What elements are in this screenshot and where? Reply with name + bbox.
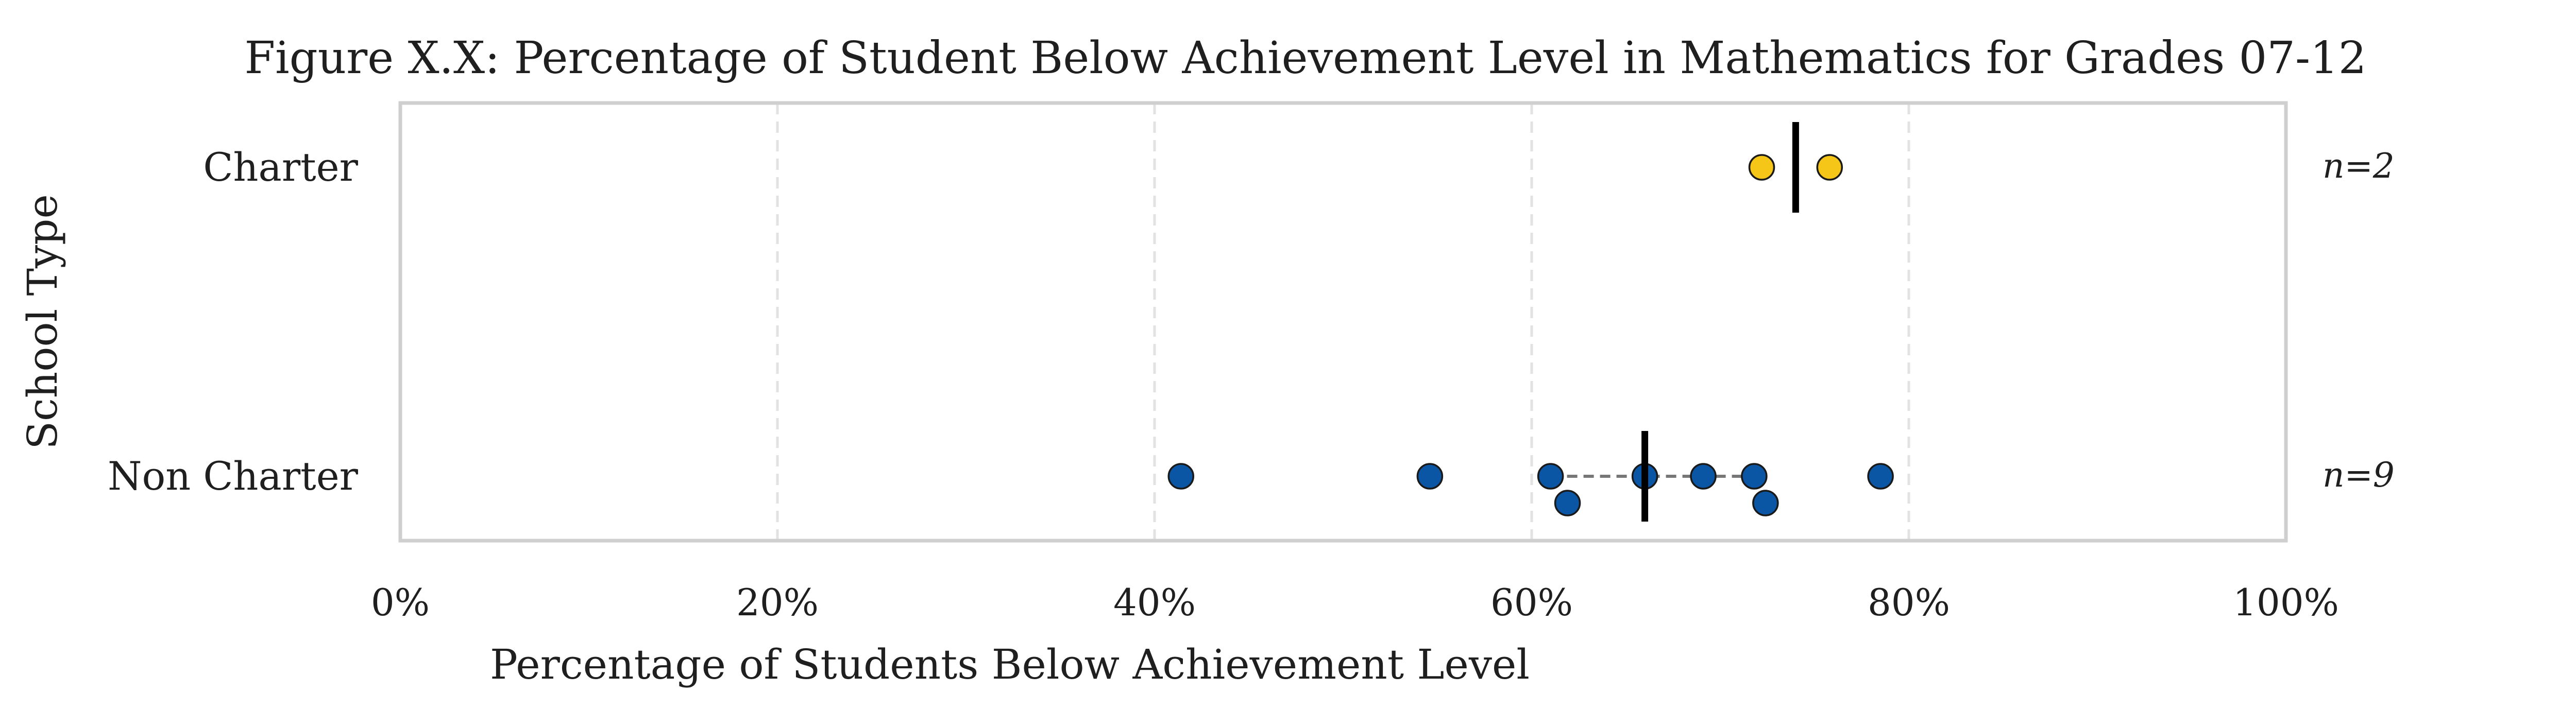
data-point	[1554, 490, 1581, 516]
x-tick-labels: 0% 20% 40% 60% 80% 100%	[371, 581, 2339, 624]
data-point	[1537, 463, 1564, 490]
x-tick-label: 60%	[1490, 581, 1573, 624]
n-label: n=2	[2323, 146, 2395, 186]
data-point	[1748, 154, 1775, 181]
y-axis-label: School Type	[19, 194, 66, 450]
n-label: n=9	[2323, 455, 2395, 495]
data-marks	[1167, 122, 1894, 522]
data-point	[1752, 490, 1779, 516]
data-point	[1741, 463, 1768, 490]
y-category-label: Charter	[203, 144, 358, 190]
data-point	[1690, 463, 1717, 490]
y-category-labels: Charter Non Charter	[108, 144, 359, 499]
data-point	[1867, 463, 1894, 490]
data-point	[1167, 463, 1194, 490]
x-tick-label: 20%	[736, 581, 819, 624]
x-tick-label: 100%	[2233, 581, 2339, 624]
x-tick-label: 80%	[1868, 581, 1950, 624]
data-point	[1416, 463, 1444, 490]
data-point	[1816, 154, 1843, 181]
n-labels: n=2 n=9	[2323, 146, 2395, 495]
x-tick-label: 40%	[1113, 581, 1196, 624]
x-tick-label: 0%	[371, 581, 430, 624]
y-category-label: Non Charter	[108, 453, 359, 499]
plot-frame	[398, 101, 2288, 543]
chart-title: Figure X.X: Percentage of Student Below …	[245, 32, 2367, 84]
x-axis-label: Percentage of Students Below Achievement…	[490, 641, 1530, 688]
